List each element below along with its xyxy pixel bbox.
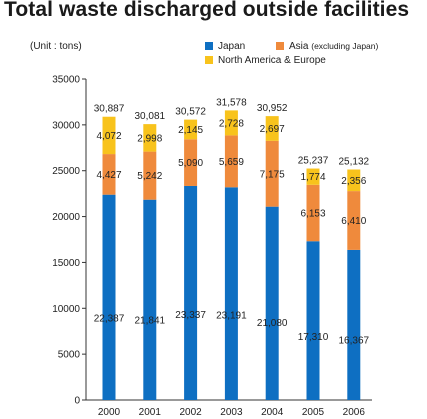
legend-japan-label: Japan [218, 41, 246, 52]
total-label-2005: 25,237 [298, 156, 329, 167]
y-tick-label: 5000 [58, 350, 81, 361]
legend-na-eu-swatch [205, 56, 213, 64]
x-tick-label: 2000 [98, 407, 121, 418]
data-label-asia-2001: 5,242 [137, 171, 162, 182]
bar-na_eu-2002 [184, 119, 198, 140]
total-label-2006: 25,132 [339, 156, 370, 167]
total-label-2003: 31,578 [216, 97, 247, 108]
bar-japan-2006 [347, 249, 361, 400]
data-label-japan-2006: 16,367 [339, 335, 370, 346]
y-tick-label: 20000 [52, 212, 80, 223]
x-tick-label: 2003 [220, 407, 243, 418]
data-label-asia-2006: 6,410 [341, 216, 366, 227]
legend-na-eu: North America & Europe [205, 55, 326, 66]
legend-asia-swatch [276, 42, 284, 50]
x-tick-label: 2006 [343, 407, 366, 418]
y-tick-label: 25000 [52, 166, 80, 177]
data-label-na_eu-2001: 2,998 [137, 133, 162, 144]
data-label-asia-2005: 6,153 [300, 209, 325, 220]
data-label-japan-2001: 21,841 [135, 315, 166, 326]
y-tick-label: 15000 [52, 258, 80, 269]
data-label-asia-2004: 7,175 [260, 169, 285, 180]
data-label-na_eu-2004: 2,697 [260, 124, 285, 135]
legend-japan: Japan [205, 41, 245, 52]
x-tick-label: 2005 [302, 407, 325, 418]
data-label-japan-2004: 21,080 [257, 318, 288, 329]
x-tick-label: 2002 [179, 407, 202, 418]
y-tick-label: 0 [74, 396, 80, 407]
data-label-na_eu-2002: 2,145 [178, 125, 203, 136]
bar-na_eu-2000 [102, 116, 116, 155]
data-label-japan-2003: 23,191 [216, 310, 247, 321]
y-tick-label: 35000 [52, 75, 80, 86]
data-label-na_eu-2006: 2,356 [341, 176, 366, 187]
data-label-japan-2000: 22,387 [94, 313, 125, 324]
bar-japan-2002 [184, 185, 198, 400]
legend-asia-note: (excluding Japan) [311, 41, 379, 51]
legend-na-eu-label: North America & Europe [218, 55, 326, 66]
data-label-asia-2003: 5,659 [219, 157, 244, 168]
data-label-japan-2005: 17,310 [298, 332, 329, 343]
data-label-na_eu-2000: 4,072 [96, 131, 121, 142]
bar-asia-2004 [265, 140, 279, 207]
bar-japan-2000 [102, 194, 116, 400]
total-label-2004: 30,952 [257, 103, 288, 114]
unit-label: (Unit : tons) [30, 41, 82, 52]
bar-japan-2001 [143, 199, 157, 400]
y-tick-label: 30000 [52, 120, 80, 131]
bar-asia-2003 [224, 135, 238, 188]
legend-asia: Asia (excluding Japan) [276, 41, 378, 52]
bar-asia-2001 [143, 151, 157, 200]
legend-asia-label: Asia [289, 41, 309, 52]
data-label-asia-2000: 4,427 [96, 170, 121, 181]
total-label-2002: 30,572 [175, 107, 206, 118]
bar-japan-2005 [306, 241, 320, 400]
bar-asia-2006 [347, 191, 361, 250]
data-label-asia-2002: 5,090 [178, 158, 203, 169]
bar-japan-2003 [224, 187, 238, 400]
total-label-2001: 30,081 [135, 111, 166, 122]
bar-asia-2002 [184, 139, 198, 186]
bar-na_eu-2001 [143, 124, 157, 152]
y-tick-label: 10000 [52, 304, 80, 315]
total-label-2000: 30,887 [94, 104, 125, 115]
x-tick-label: 2004 [261, 407, 284, 418]
bar-na_eu-2006 [347, 169, 361, 192]
bar-na_eu-2003 [224, 110, 238, 136]
data-label-na_eu-2005: 1,774 [300, 172, 325, 183]
x-tick-label: 2001 [139, 407, 162, 418]
bar-asia-2005 [306, 184, 320, 242]
bar-na_eu-2005 [306, 168, 320, 185]
bar-na_eu-2004 [265, 116, 279, 141]
chart-title: Total waste discharged outside facilitie… [4, 0, 410, 21]
legend-japan-swatch [205, 42, 213, 50]
bar-japan-2004 [265, 206, 279, 400]
data-label-japan-2002: 23,337 [175, 310, 206, 321]
bar-asia-2000 [102, 154, 116, 195]
data-label-na_eu-2003: 2,728 [219, 118, 244, 129]
